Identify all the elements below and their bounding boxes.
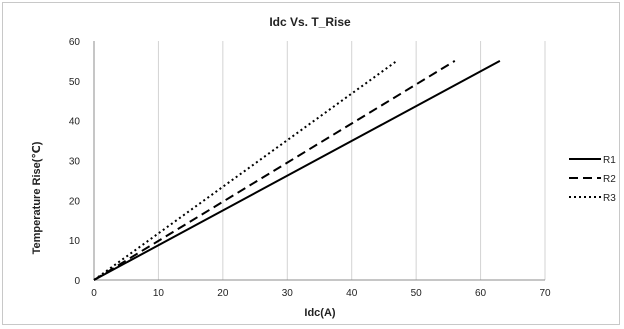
x-tick-label: 50 <box>411 288 423 299</box>
series-line-r1 <box>93 60 501 281</box>
x-tick-label: 0 <box>91 288 97 299</box>
x-tick-label: 40 <box>346 288 358 299</box>
x-axis-label: Idc(A) <box>304 307 336 319</box>
y-tick-label: 20 <box>69 196 81 207</box>
x-tick-label: 30 <box>282 288 294 299</box>
legend-label: R1 <box>603 155 616 166</box>
series-line-r2 <box>93 60 456 281</box>
y-axis-label: Temperature Rise(℃) <box>31 141 43 254</box>
y-tick-label: 40 <box>69 117 81 128</box>
y-tick-label: 60 <box>69 37 81 48</box>
legend-label: R3 <box>603 193 616 204</box>
x-tick-label: 20 <box>217 288 229 299</box>
series-lines <box>93 60 501 281</box>
y-tick-label: 50 <box>69 77 81 88</box>
legend-label: R2 <box>603 174 616 185</box>
x-tick-label: 70 <box>539 288 551 299</box>
x-tick-label: 10 <box>153 288 165 299</box>
y-tick-label: 0 <box>74 276 80 287</box>
series-line-r3 <box>93 60 398 281</box>
axes <box>93 41 545 281</box>
grid-lines <box>157 41 546 280</box>
legend: R1 R2 R3 <box>569 155 616 204</box>
y-tick-label: 10 <box>69 236 81 247</box>
y-tick-labels: 0 10 20 30 40 50 60 <box>69 37 81 287</box>
chart-title: Idc Vs. T_Rise <box>269 15 351 29</box>
x-tick-label: 60 <box>475 288 487 299</box>
y-tick-label: 30 <box>69 157 81 168</box>
x-tick-labels: 0 10 20 30 40 50 60 70 <box>91 288 551 299</box>
